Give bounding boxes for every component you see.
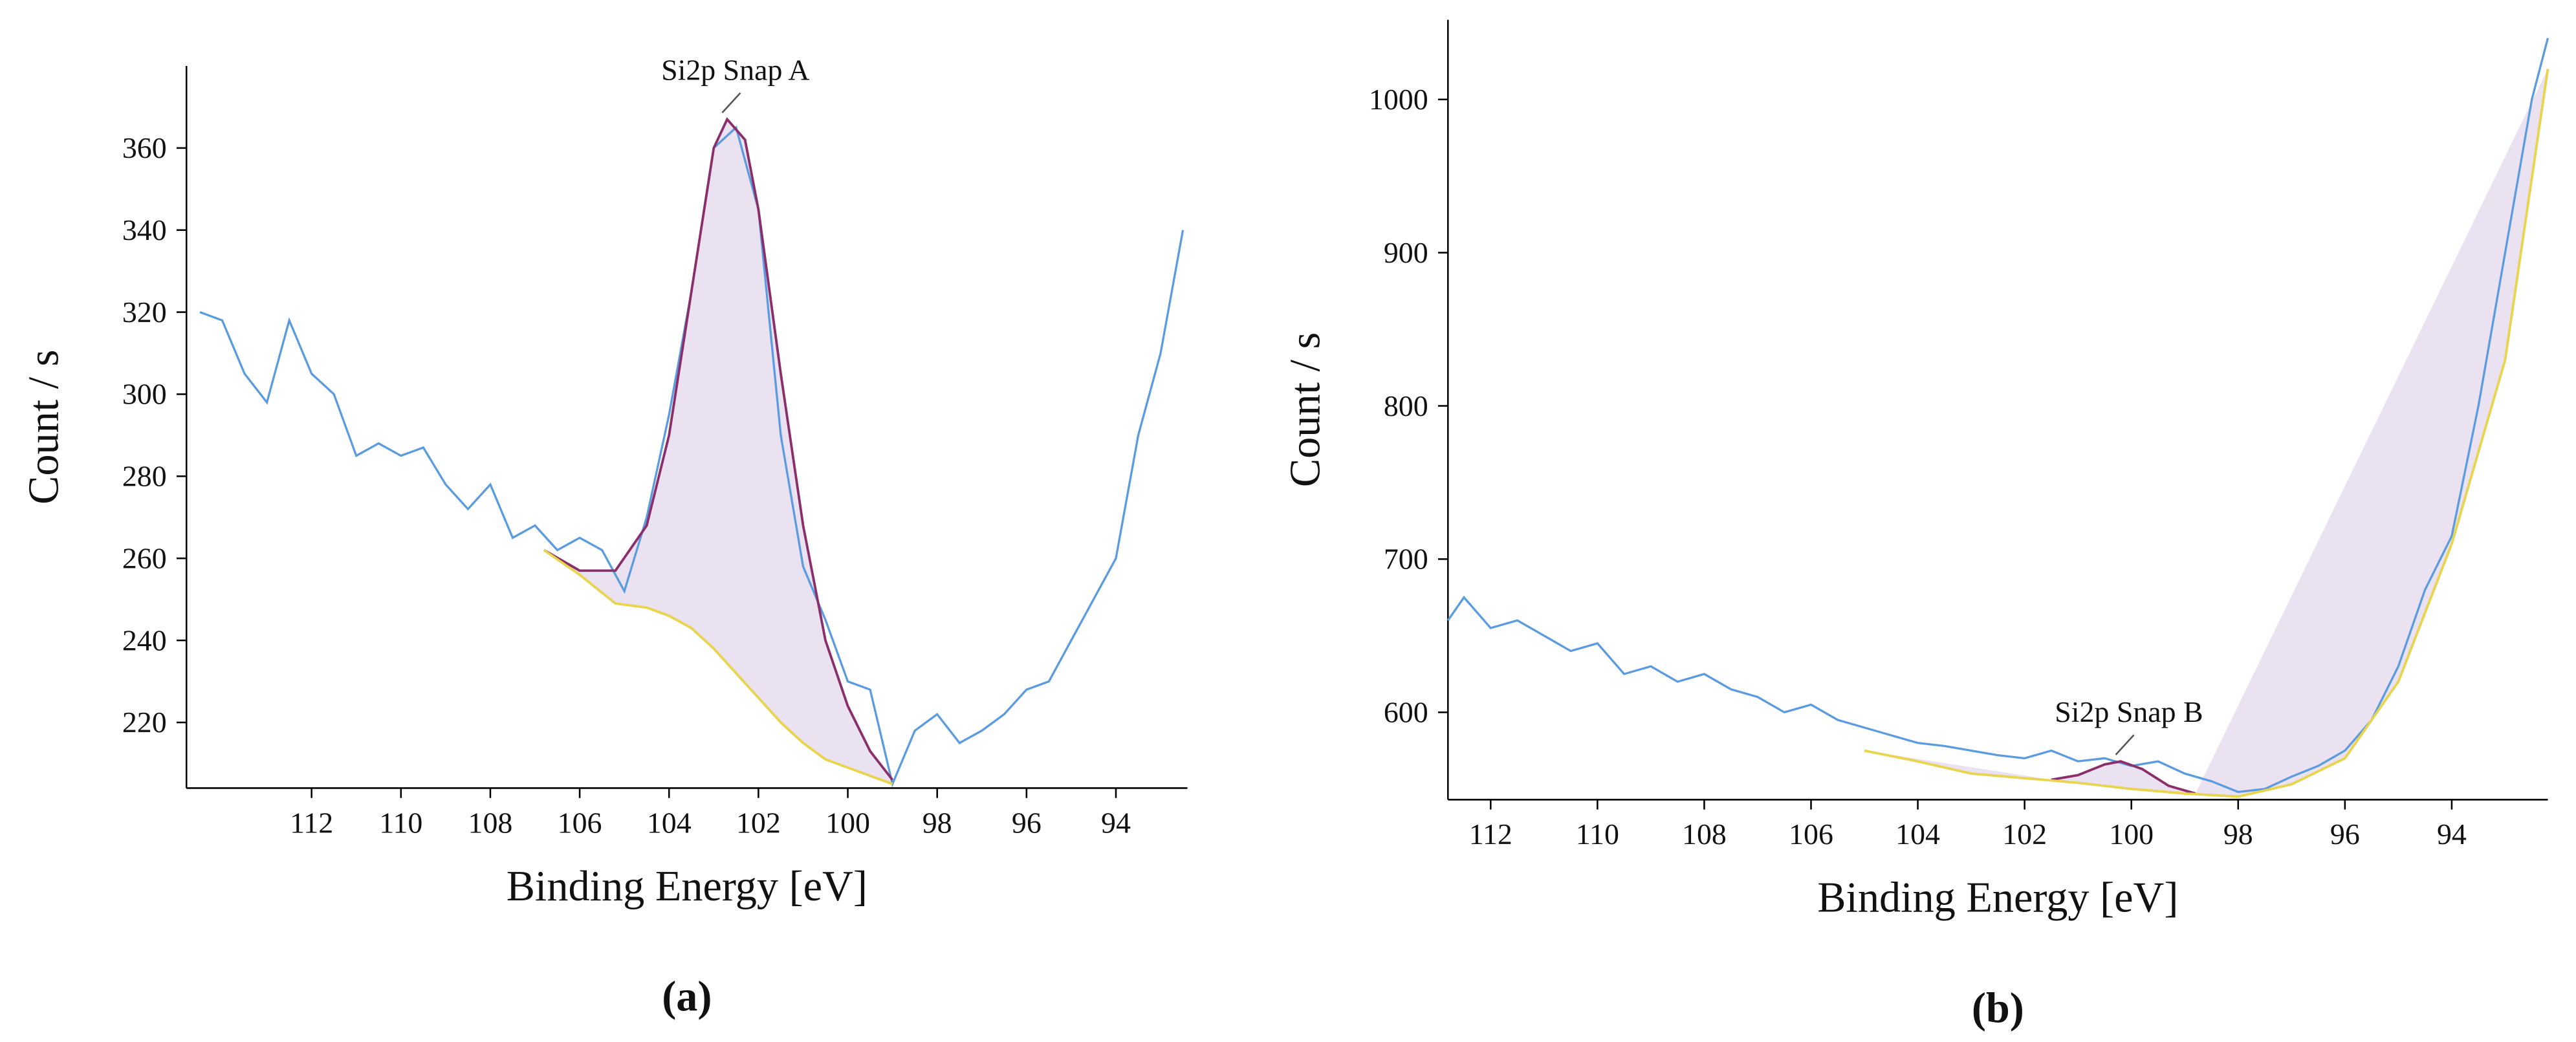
series-line xyxy=(1864,69,2549,798)
x-tick-label: 104 xyxy=(1895,818,1940,851)
x-tick-label: 108 xyxy=(1682,818,1727,851)
x-axis-label: Binding Energy [eV] xyxy=(507,863,868,910)
series-line xyxy=(2051,760,2196,795)
peak-fill xyxy=(543,119,893,785)
y-tick-label: 220 xyxy=(122,706,167,739)
x-tick-label: 100 xyxy=(825,806,870,839)
x-tick-label: 106 xyxy=(558,806,602,839)
x-axis-label: Binding Energy [eV] xyxy=(1817,874,2178,922)
peak-fill xyxy=(1864,69,2548,797)
y-axis-label: Count / s xyxy=(1282,332,1329,487)
y-tick-label: 320 xyxy=(122,296,167,329)
y-tick-label: 1000 xyxy=(1369,83,1428,116)
annotation: Si2p Snap B xyxy=(2055,695,2203,728)
y-tick-label: 260 xyxy=(122,541,167,574)
x-tick-label: 98 xyxy=(922,806,952,839)
x-tick-label: 112 xyxy=(1469,818,1512,851)
y-tick-label: 360 xyxy=(122,131,167,164)
series-line xyxy=(543,116,894,781)
x-tick-label: 96 xyxy=(2330,818,2360,851)
x-tick-label: 96 xyxy=(1012,806,1042,839)
panel-label: (b) xyxy=(1972,984,2024,1032)
y-tick-label: 300 xyxy=(122,378,167,411)
annotation-leader xyxy=(2115,734,2135,755)
x-tick-label: 102 xyxy=(736,806,781,839)
series-line xyxy=(543,548,893,785)
annotation-leader xyxy=(721,92,741,114)
panel-label: (a) xyxy=(662,973,712,1021)
y-tick-label: 340 xyxy=(122,213,167,246)
y-tick-label: 600 xyxy=(1384,696,1428,729)
x-tick-label: 106 xyxy=(1789,818,1833,851)
y-tick-label: 900 xyxy=(1384,236,1428,269)
annotation: Si2p Snap A xyxy=(661,53,809,86)
x-tick-label: 104 xyxy=(647,806,692,839)
x-tick-label: 108 xyxy=(468,806,513,839)
y-axis-label: Count / s xyxy=(20,350,67,505)
x-tick-label: 112 xyxy=(290,806,333,839)
y-tick-label: 240 xyxy=(122,624,167,657)
x-tick-label: 94 xyxy=(1101,806,1131,839)
x-tick-label: 110 xyxy=(1576,818,1619,851)
x-tick-label: 94 xyxy=(2437,818,2467,851)
y-tick-label: 800 xyxy=(1384,389,1428,422)
y-tick-label: 280 xyxy=(122,460,167,493)
y-tick-label: 700 xyxy=(1384,543,1428,576)
x-tick-label: 102 xyxy=(2002,818,2047,851)
x-tick-label: 98 xyxy=(2223,818,2253,851)
x-tick-label: 100 xyxy=(2109,818,2154,851)
x-tick-label: 110 xyxy=(379,806,422,839)
